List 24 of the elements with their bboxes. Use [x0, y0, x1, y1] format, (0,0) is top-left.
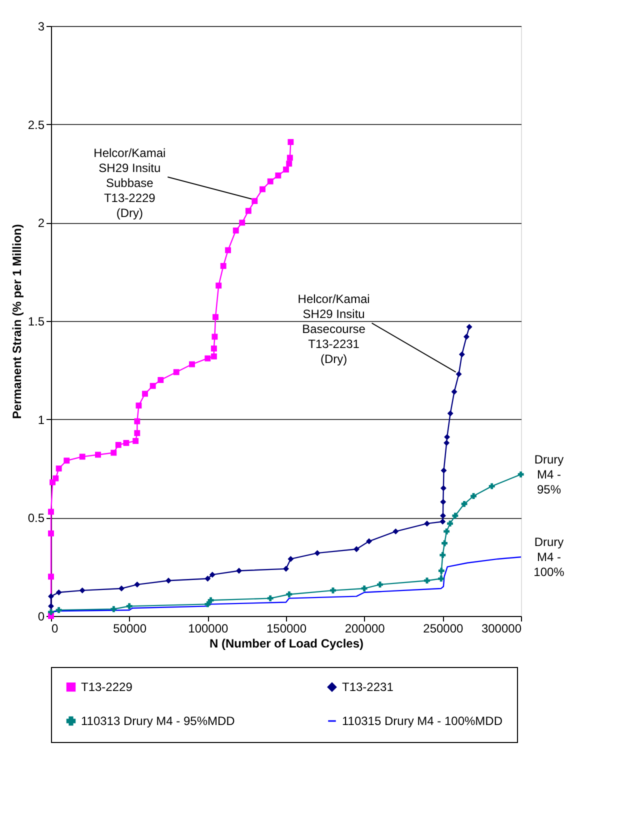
y-tick-label: 2 — [38, 216, 45, 230]
x-tick-label: 300000 — [481, 622, 522, 636]
legend-label: 110313 Drury M4 - 95%MDD — [81, 714, 236, 728]
x-axis-title: N (Number of Load Cycles) — [209, 636, 364, 650]
x-tick-label: 200000 — [344, 622, 386, 636]
legend-label: T13-2229 — [81, 680, 133, 694]
y-tick-label: 0.5 — [28, 511, 45, 526]
x-tick-label: 150000 — [266, 622, 307, 636]
legend-label: T13-2231 — [342, 680, 394, 694]
y-axis-title: Permanent Strain (% per 1 Million) — [10, 224, 24, 419]
annotation: Drury M4 - 100% — [534, 535, 565, 579]
y-tick-label: 0 — [38, 610, 45, 624]
y-tick-label: 1 — [38, 412, 45, 427]
x-tick-label: 100000 — [188, 622, 229, 636]
y-tick-label: 3 — [38, 20, 45, 34]
y-tick-label: 1.5 — [28, 314, 45, 328]
annotation: Drury M4 - 95% — [534, 452, 564, 496]
legend-label: 110315 Drury M4 - 100%MDD — [342, 714, 503, 728]
annotation: Helcor/Kamai SH29 Insitu Subbase T13-2229 (Dry) — [94, 146, 166, 220]
y-tick-label: 2.5 — [28, 118, 45, 132]
x-tick-label: 0 — [52, 622, 58, 636]
annotation: Helcor/Kamai SH29 Insitu Basecourse T13-2231 (Dry) — [298, 292, 370, 366]
x-tick-label: 250000 — [423, 622, 464, 636]
x-tick-label: 50000 — [113, 622, 147, 636]
